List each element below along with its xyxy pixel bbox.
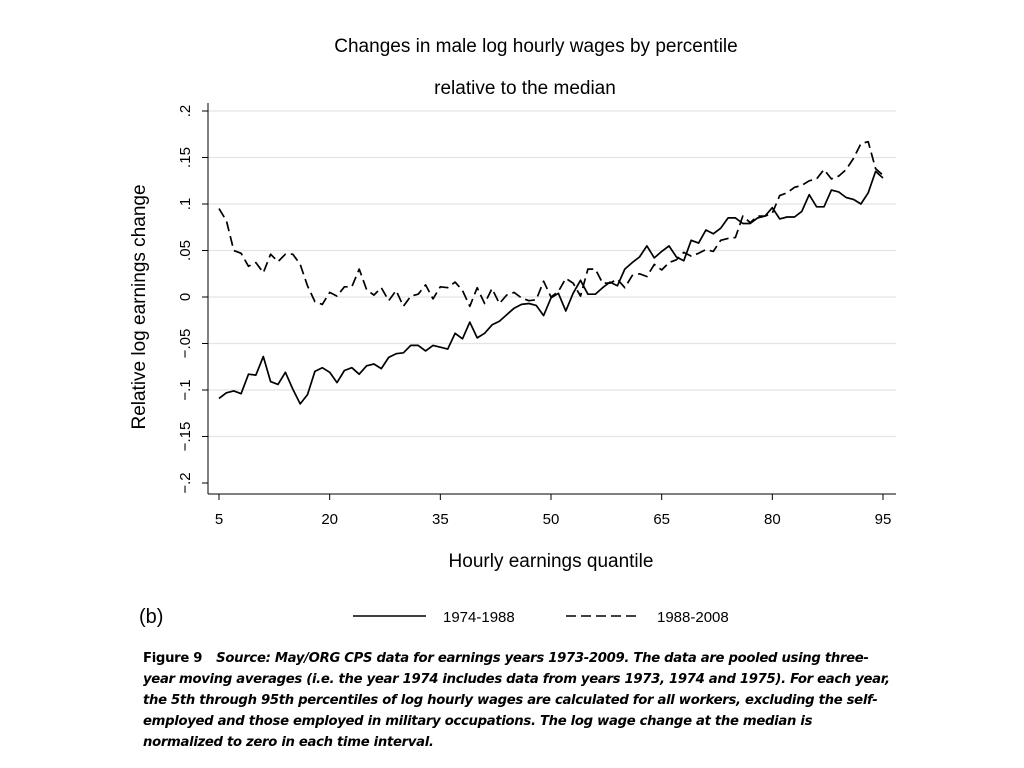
y-tick-label: .15 [177, 147, 194, 168]
y-tick-label: .1 [177, 198, 194, 211]
figure-caption: Figure 9 Source: May/ORG CPS data for ear… [143, 648, 893, 753]
chart-title: Changes in male log hourly wages by perc… [334, 36, 737, 57]
legend-label-1988-2008: 1988-2008 [657, 609, 729, 626]
legend-label-1974-1988: 1974-1988 [443, 609, 515, 626]
caption-text: Source: May/ORG CPS data for earnings ye… [143, 651, 890, 750]
x-ticks: 5 20 35 50 65 80 95 [215, 494, 892, 528]
x-tick-label: 35 [432, 511, 449, 528]
legend-item-1974-1988: 1974-1988 [353, 609, 515, 626]
y-tick-label: 0 [177, 293, 194, 301]
x-tick-label: 95 [875, 511, 892, 528]
x-tick-label: 80 [764, 511, 781, 528]
x-axis-label: Hourly earnings quantile [449, 551, 654, 572]
y-axis-label: Relative log earnings change [129, 184, 150, 429]
x-tick-label: 65 [653, 511, 670, 528]
y-ticks: −.2 −.15 −.1 −.05 0 .05 .1 .15 .2 [177, 105, 208, 494]
x-tick-label: 50 [543, 511, 560, 528]
series-line-1988-2008 [218, 140, 884, 308]
y-tick-label: .2 [177, 105, 194, 118]
legend: 1974-1988 1988-2008 [353, 609, 729, 626]
x-tick-label: 20 [321, 511, 338, 528]
y-tick-label: .05 [177, 240, 194, 261]
y-tick-label: −.1 [177, 379, 194, 400]
legend-item-1988-2008: 1988-2008 [566, 609, 729, 626]
series-line-1974-1988 [218, 170, 884, 405]
x-tick-label: 5 [215, 511, 223, 528]
y-tick-label: −.05 [177, 329, 194, 359]
figure-label: Figure 9 [143, 651, 203, 666]
series [218, 140, 884, 405]
panel-label: (b) [139, 606, 163, 628]
axes [207, 103, 896, 495]
chart-subtitle: relative to the median [434, 78, 616, 99]
gridlines [208, 110, 896, 438]
y-tick-label: −.2 [177, 472, 194, 493]
y-tick-label: −.15 [177, 422, 194, 452]
